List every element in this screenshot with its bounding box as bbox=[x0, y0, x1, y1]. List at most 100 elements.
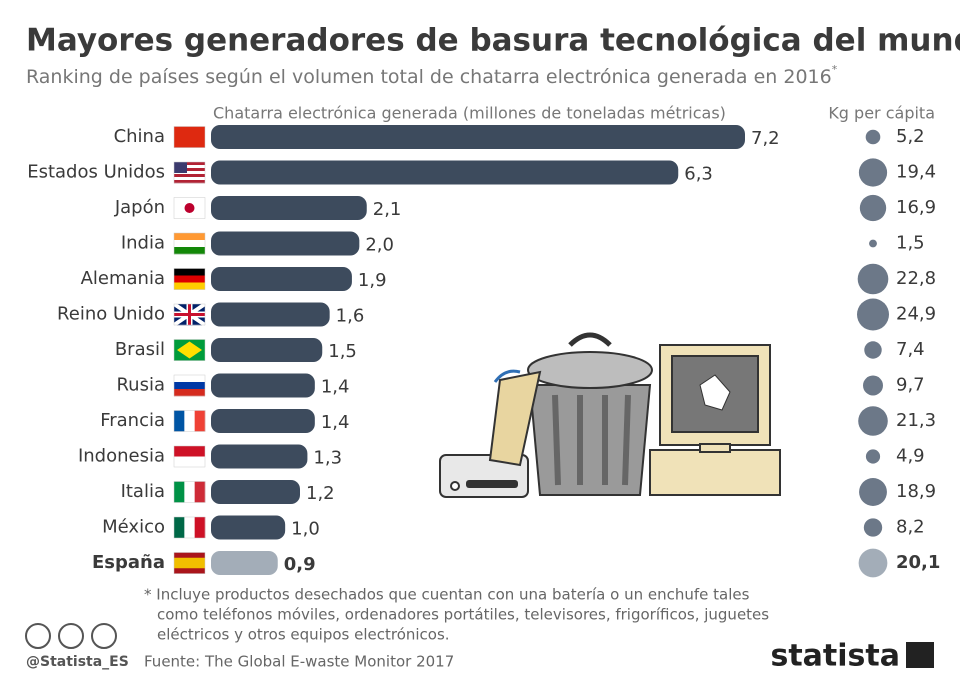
flag bbox=[174, 162, 205, 166]
bar bbox=[211, 160, 679, 185]
bubble bbox=[858, 548, 888, 578]
flag bbox=[174, 563, 205, 569]
flag bbox=[174, 165, 205, 169]
bar-value-label: 1,4 bbox=[321, 412, 350, 433]
bubble-value-label: 19,4 bbox=[896, 162, 936, 183]
category-label: Indonesia bbox=[78, 446, 165, 467]
flag-border bbox=[173, 197, 206, 219]
flag-border bbox=[173, 126, 206, 148]
flag bbox=[174, 126, 205, 148]
flag-border bbox=[173, 232, 206, 255]
bubble bbox=[859, 194, 887, 222]
flag bbox=[194, 517, 206, 538]
flag-border bbox=[173, 339, 206, 361]
flag bbox=[184, 410, 195, 432]
flag bbox=[174, 517, 185, 538]
bubble bbox=[865, 449, 881, 464]
flag bbox=[177, 341, 202, 359]
bar-value-label: 1,6 bbox=[336, 306, 365, 327]
subtitle-text: Ranking de países según el volumen total… bbox=[26, 66, 832, 88]
bubble bbox=[859, 478, 887, 506]
bubble-header: Kg per cápita bbox=[828, 104, 935, 123]
bubble-value-label: 22,8 bbox=[896, 268, 936, 289]
flag bbox=[174, 162, 187, 173]
category-label: Rusia bbox=[116, 375, 165, 396]
category-label: España bbox=[92, 552, 165, 573]
flag bbox=[174, 174, 205, 178]
flag bbox=[174, 557, 205, 564]
flag bbox=[184, 203, 195, 213]
flag bbox=[174, 389, 205, 397]
bar bbox=[211, 551, 278, 575]
bar-value-label: 1,4 bbox=[321, 377, 350, 398]
bubble-value-label: 8,2 bbox=[896, 517, 925, 538]
bubble bbox=[857, 298, 889, 331]
bar bbox=[211, 338, 323, 362]
bubble bbox=[857, 263, 889, 295]
category-label: Alemania bbox=[81, 268, 165, 289]
bubble bbox=[863, 375, 883, 396]
bar-value-label: 6,3 bbox=[684, 164, 713, 185]
category-label: China bbox=[114, 126, 165, 147]
flag bbox=[174, 382, 205, 390]
bubble-value-label: 21,3 bbox=[896, 410, 936, 431]
bubble-value-label: 7,4 bbox=[896, 339, 925, 360]
bar bbox=[211, 196, 367, 220]
bubble bbox=[858, 406, 888, 436]
chart-title: Mayores generadores de basura tecnológic… bbox=[26, 23, 960, 59]
bubble-value-label: 16,9 bbox=[896, 197, 936, 218]
bar-value-label: 1,2 bbox=[306, 483, 335, 504]
flag bbox=[174, 240, 205, 248]
bar bbox=[211, 267, 352, 291]
footnote: eléctricos y otros equipos electrónicos. bbox=[157, 626, 450, 644]
bubble-value-label: 20,1 bbox=[896, 552, 940, 573]
flag bbox=[174, 168, 205, 172]
flag bbox=[184, 481, 195, 503]
flag bbox=[174, 275, 205, 283]
category-label: Japón bbox=[114, 197, 165, 218]
bubble bbox=[869, 239, 877, 248]
flag-border bbox=[173, 303, 206, 326]
flag bbox=[174, 446, 205, 457]
bar-value-label: 0,9 bbox=[284, 554, 316, 575]
flag-border bbox=[173, 268, 206, 290]
bubble-value-label: 4,9 bbox=[896, 446, 925, 467]
subtitle: Ranking de países según el volumen total… bbox=[26, 63, 838, 88]
bubble-value-label: 24,9 bbox=[896, 304, 936, 325]
flag bbox=[184, 517, 195, 538]
credit: @Statista_ES bbox=[26, 654, 129, 670]
logo-mark bbox=[906, 642, 934, 668]
bubble bbox=[864, 341, 882, 359]
bar bbox=[211, 515, 286, 540]
cc-icons bbox=[25, 623, 117, 649]
bubble-value-label: 5,2 bbox=[896, 126, 925, 147]
bubble-value-label: 18,9 bbox=[896, 481, 936, 502]
flag-border bbox=[173, 516, 206, 539]
category-label: Reino Unido bbox=[57, 304, 165, 325]
bar-value-label: 2,0 bbox=[365, 235, 394, 256]
bar-header: Chatarra electrónica generada (millones … bbox=[213, 104, 726, 123]
bar bbox=[211, 231, 360, 256]
flag bbox=[174, 177, 205, 181]
bar-value-label: 7,2 bbox=[751, 128, 780, 149]
flag-border bbox=[173, 445, 206, 468]
category-label: Francia bbox=[100, 410, 165, 431]
bubble-value-label: 1,5 bbox=[896, 233, 925, 254]
bar bbox=[211, 373, 315, 398]
footnote: como teléfonos móviles, ordenadores port… bbox=[157, 606, 769, 624]
bar bbox=[211, 302, 330, 327]
flag bbox=[174, 552, 205, 559]
flag bbox=[194, 410, 206, 432]
flag bbox=[174, 247, 205, 255]
flag-border bbox=[173, 410, 206, 432]
bar-value-label: 1,5 bbox=[328, 341, 357, 362]
bar bbox=[211, 409, 315, 433]
flag bbox=[174, 456, 205, 468]
flag-border bbox=[173, 552, 206, 574]
flag bbox=[174, 304, 205, 325]
flag bbox=[174, 282, 205, 290]
subtitle-mark: * bbox=[832, 63, 838, 76]
bar-value-label: 2,1 bbox=[373, 199, 402, 220]
category-label: México bbox=[102, 517, 165, 538]
